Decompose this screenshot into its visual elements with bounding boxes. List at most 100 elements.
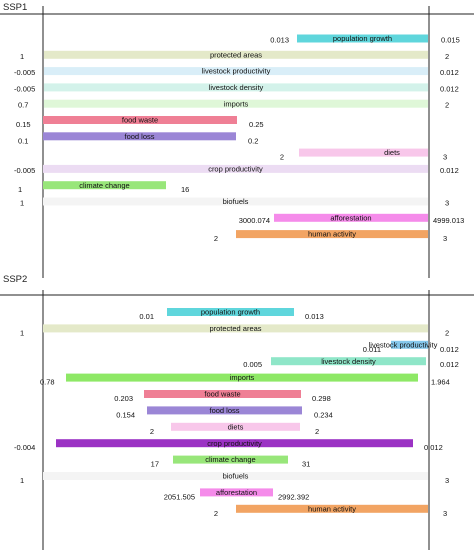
bar-min-value: 0.01 xyxy=(139,312,154,321)
bar-min-value: 2 xyxy=(280,153,284,162)
bar-max-value: 2992.392 xyxy=(278,492,309,501)
bar-human-activity xyxy=(236,504,428,513)
bar-label: livestock density xyxy=(321,357,376,366)
bar-max-value: 2 xyxy=(445,328,449,337)
bar-max-value: 3 xyxy=(445,199,449,208)
bar-min-value: 0.005 xyxy=(243,360,262,369)
bar-label: biofuels xyxy=(223,197,249,206)
bar-min-value: 0.7 xyxy=(18,101,28,110)
bar-diets xyxy=(171,422,300,431)
bar-min-value: 0.1 xyxy=(18,136,28,145)
panel-title: SSP1 xyxy=(3,2,27,13)
panel-title: SSP2 xyxy=(3,274,27,285)
bar-label: population growth xyxy=(201,308,260,317)
bar-max-value: 2 xyxy=(445,101,449,110)
bar-min-value: -0.005 xyxy=(14,166,35,175)
bar-label: crop productivity xyxy=(207,439,262,448)
bar-food-waste xyxy=(144,390,301,398)
bar-max-value: 3 xyxy=(445,476,449,485)
bar-min-value: 2 xyxy=(214,509,218,518)
bar-biofuels xyxy=(43,197,428,206)
bar-max-value: 0.012 xyxy=(424,443,443,452)
bar-label: food loss xyxy=(124,132,154,141)
bar-label: protected areas xyxy=(210,50,262,59)
bar-crop-productivity xyxy=(43,164,428,173)
bar-max-value: 1.964 xyxy=(431,378,450,387)
bar-label: afforestation xyxy=(330,213,371,222)
bar-label: food waste xyxy=(204,390,240,399)
bar-max-value: 0.012 xyxy=(440,68,459,77)
bar-livestock-density xyxy=(271,357,426,366)
bar-max-value: 16 xyxy=(181,185,189,194)
panel-ssp2: SSP2 population growth 0.01 0.013 protected … xyxy=(0,274,474,550)
bar-max-value: 0.25 xyxy=(249,120,264,129)
bar-min-value: 0.154 xyxy=(116,410,135,419)
bar-min-value: 1 xyxy=(18,185,22,194)
bar-protected-areas xyxy=(43,324,428,333)
bar-afforestation xyxy=(274,213,428,222)
bar-imports xyxy=(66,373,418,382)
bar-livestock-productivity xyxy=(391,340,428,349)
bar-max-value: 0.013 xyxy=(305,312,324,321)
bar-imports xyxy=(44,99,428,108)
bar-label: food loss xyxy=(209,406,239,415)
bar-min-value: 0.15 xyxy=(16,120,31,129)
bar-label: diets xyxy=(384,148,400,157)
bar-biofuels xyxy=(43,472,428,480)
bar-livestock-density xyxy=(44,83,428,92)
bar-min-value: -0.005 xyxy=(14,68,35,77)
bar-min-value: 0.013 xyxy=(270,36,289,45)
bar-label: food waste xyxy=(122,116,158,125)
bar-max-value: 0.234 xyxy=(314,410,333,419)
bar-min-value: 0.78 xyxy=(40,378,55,387)
bar-max-value: 31 xyxy=(302,460,310,469)
bar-min-value: 1 xyxy=(20,52,24,61)
bar-max-value: 2 xyxy=(315,427,319,436)
bar-min-value: 0.011 xyxy=(363,345,381,354)
bar-afforestation xyxy=(200,488,273,497)
bar-min-value: -0.005 xyxy=(14,84,35,93)
bar-food-loss xyxy=(43,132,236,141)
bar-label: imports xyxy=(224,99,249,108)
bar-population-growth xyxy=(167,308,294,316)
bar-livestock-productivity xyxy=(44,67,428,76)
bar-label: protected areas xyxy=(209,324,261,333)
bar-population-growth xyxy=(297,34,428,43)
bar-label: biofuels xyxy=(223,472,249,481)
bar-max-value: 2 xyxy=(445,52,449,61)
bar-label: climate change xyxy=(79,181,129,190)
bar-label: imports xyxy=(230,373,255,382)
bar-min-value: 3000.074 xyxy=(239,216,270,225)
bar-min-value: 17 xyxy=(151,460,159,469)
bar-min-value: 2051.505 xyxy=(164,492,195,501)
bar-crop-productivity xyxy=(56,439,413,448)
bar-label: livestock productivity xyxy=(202,67,271,76)
bar-label: crop productivity xyxy=(208,165,263,174)
bar-max-value: 0.298 xyxy=(312,394,331,403)
bar-label: livestock productivity xyxy=(369,340,438,349)
bar-label: afforestation xyxy=(216,488,257,497)
bar-min-value: -0.004 xyxy=(14,443,35,452)
bar-max-value: 0.012 xyxy=(440,360,459,369)
bar-max-value: 3 xyxy=(443,153,447,162)
bar-food-loss xyxy=(147,406,302,415)
bar-min-value: 1 xyxy=(20,199,24,208)
bar-climate-change xyxy=(43,181,166,190)
bar-max-value: 3 xyxy=(443,234,447,243)
bar-min-value: 0.203 xyxy=(114,394,133,403)
bar-label: climate change xyxy=(205,455,255,464)
bar-max-value: 0.015 xyxy=(441,36,460,45)
bar-max-value: 3 xyxy=(443,509,447,518)
bar-max-value: 0.012 xyxy=(440,84,459,93)
bar-diets xyxy=(299,148,428,157)
bar-min-value: 1 xyxy=(20,328,24,337)
bar-protected-areas xyxy=(44,50,428,59)
bar-min-value: 2 xyxy=(150,427,154,436)
bar-max-value: 0.012 xyxy=(440,166,459,175)
panel-ssp1: SSP1 population growth 0.013 0.015 protected… xyxy=(0,2,474,278)
bar-label: population growth xyxy=(333,34,392,43)
bar-label: diets xyxy=(228,422,244,431)
bar-min-value: 1 xyxy=(20,476,24,485)
bar-label: livestock density xyxy=(209,83,264,92)
